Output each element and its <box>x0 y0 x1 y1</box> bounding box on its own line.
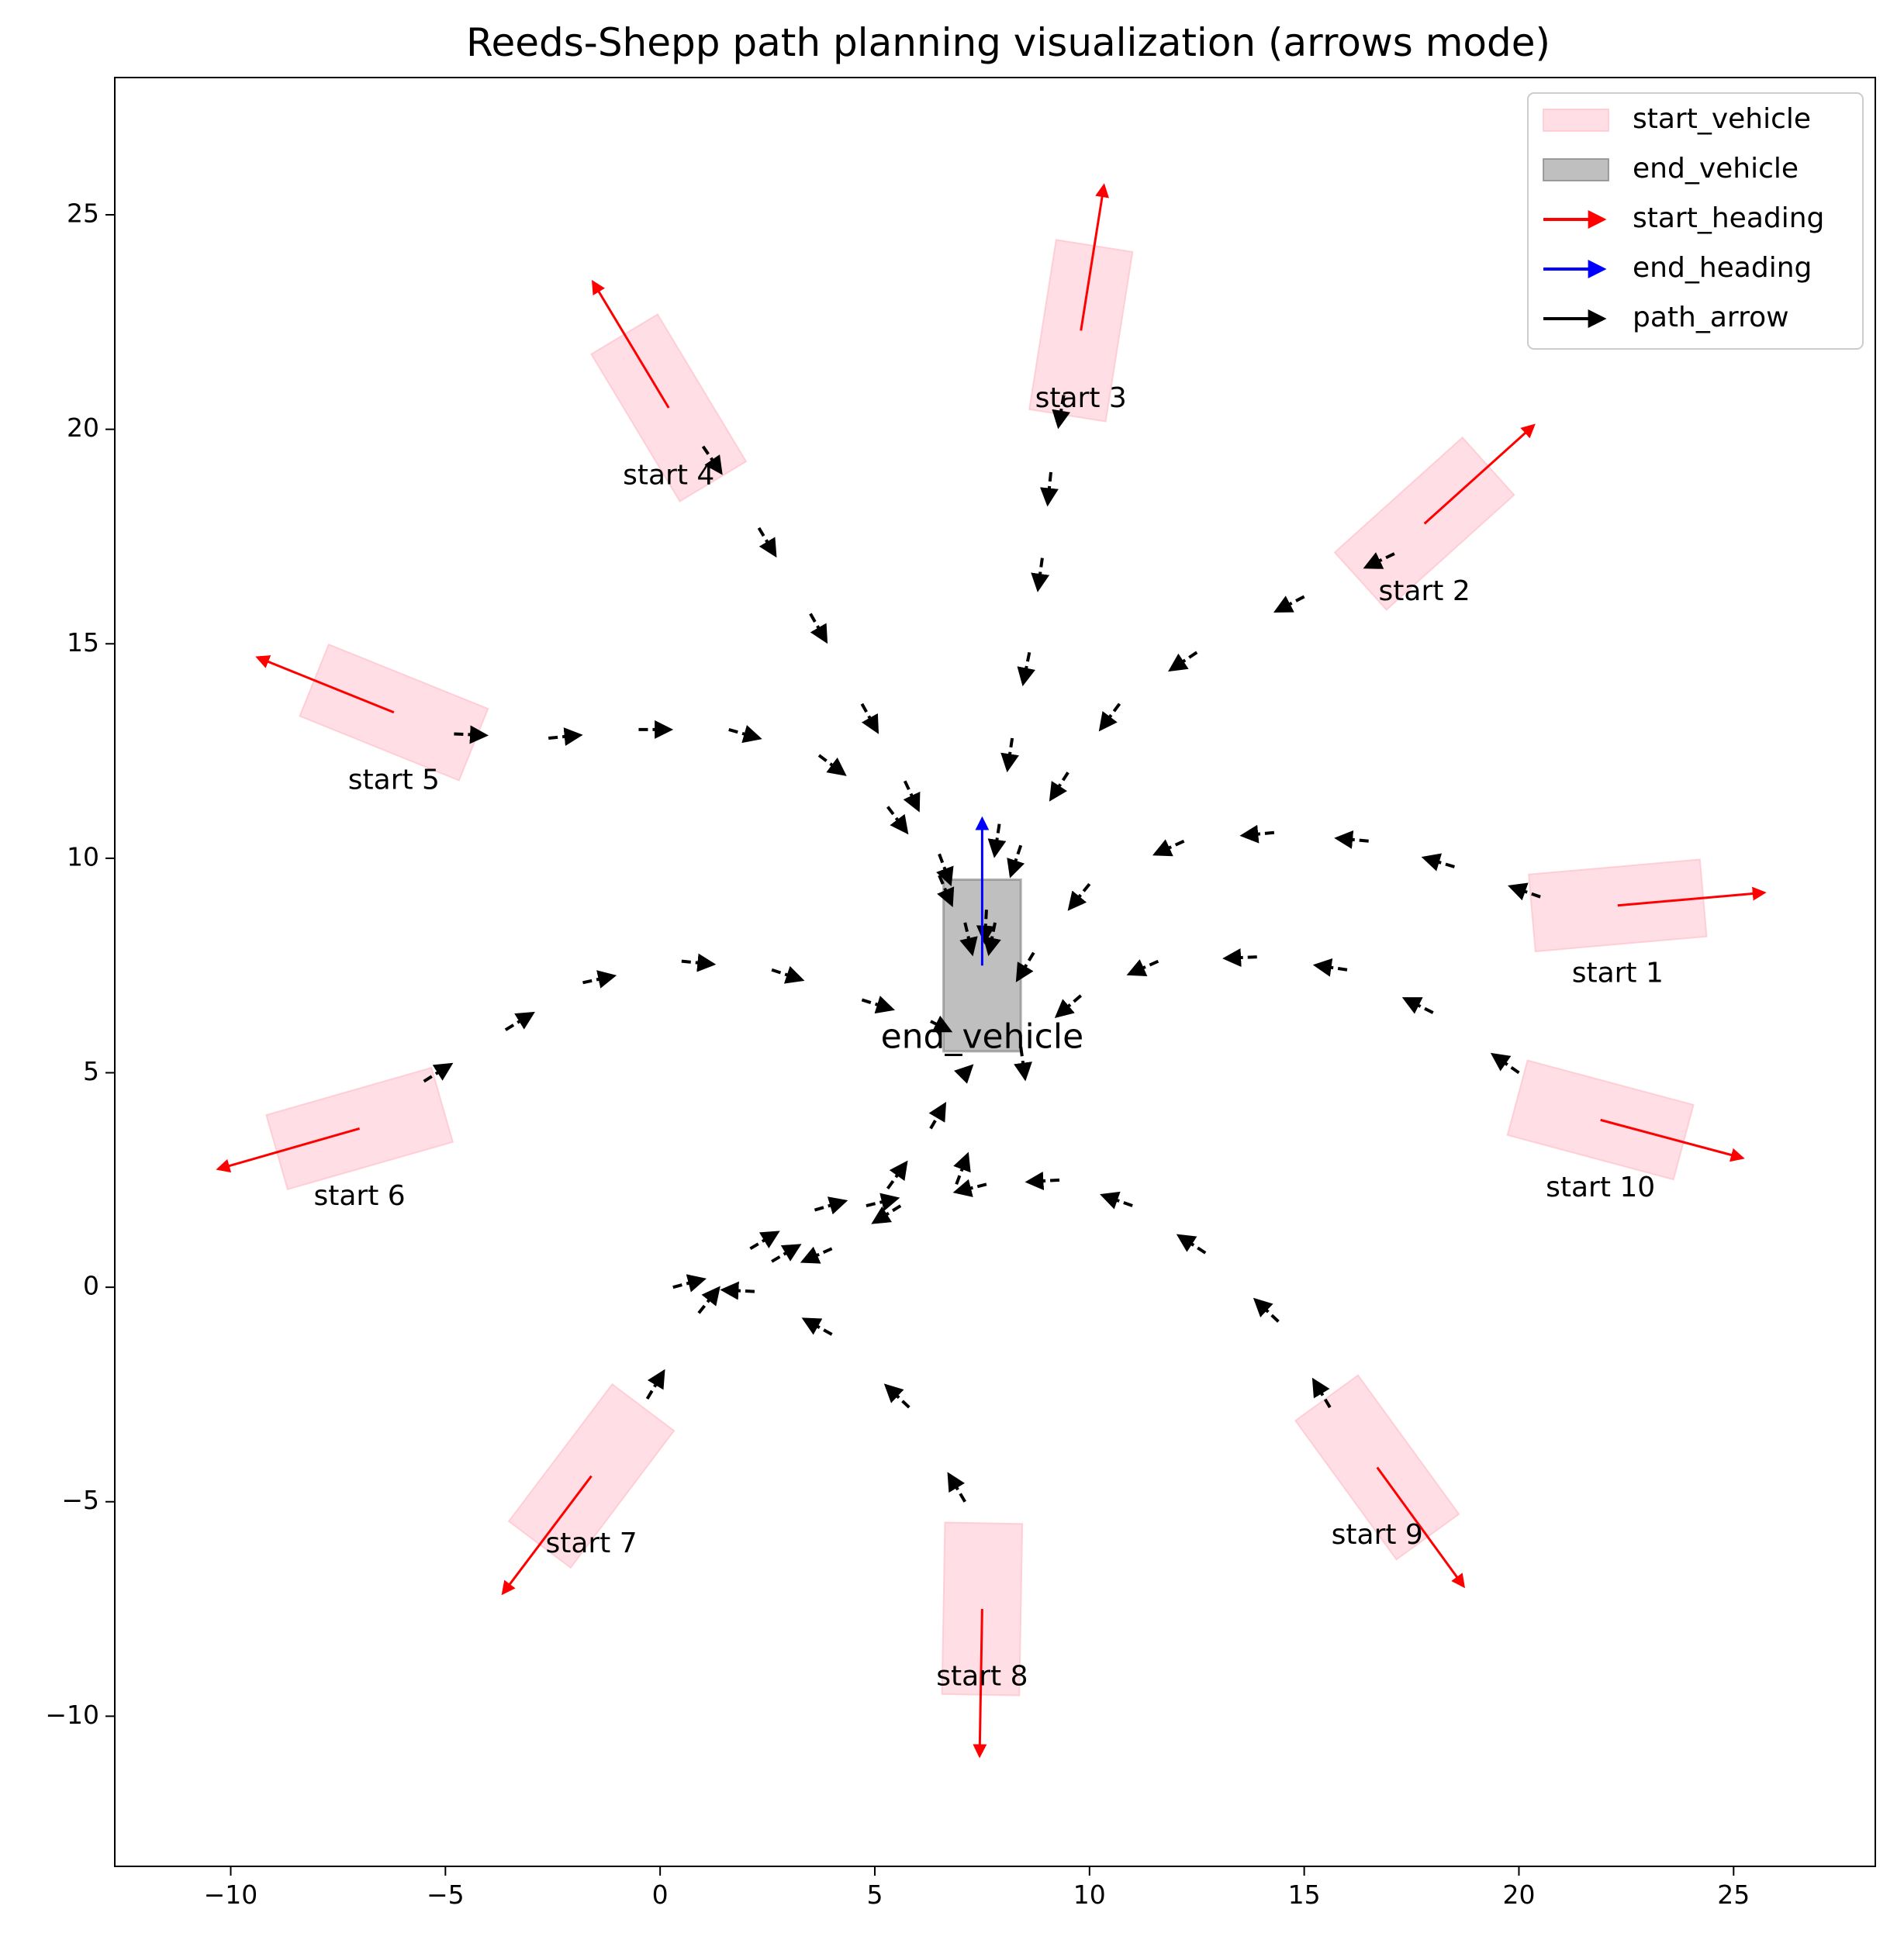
start-label-10: start 10 <box>1546 1172 1655 1203</box>
y-tick-label: −5 <box>61 1485 99 1515</box>
x-axis: −10 −5 0 5 10 15 20 25 <box>204 1866 1750 1910</box>
path-arrow <box>986 910 987 927</box>
legend-label-path_arrow: path_arrow <box>1633 302 1789 333</box>
x-tick-label: 0 <box>652 1880 669 1910</box>
y-tick-label: 10 <box>67 841 99 872</box>
start-label-1: start 1 <box>1572 957 1664 989</box>
y-tick-label: 20 <box>67 413 99 443</box>
y-axis: −10 −5 0 5 10 15 20 25 <box>45 198 115 1730</box>
y-tick-label: 15 <box>67 627 99 658</box>
start-label-2: start 2 <box>1379 575 1470 607</box>
start-label-4: start 4 <box>623 460 714 492</box>
chart-title: Reeds-Shepp path planning visualization … <box>466 20 1550 65</box>
x-tick-label: 10 <box>1073 1880 1106 1910</box>
path-arrow <box>1256 833 1274 834</box>
y-tick-label: 0 <box>83 1271 99 1301</box>
start-label-9: start 9 <box>1332 1519 1423 1551</box>
legend-label-end_heading: end_heading <box>1633 252 1812 284</box>
path-arrow <box>1239 957 1257 958</box>
legend-swatch-start_vehicle <box>1543 109 1609 131</box>
start-label-7: start 7 <box>545 1528 637 1559</box>
x-tick-label: 5 <box>866 1880 883 1910</box>
legend-label-start_heading: start_heading <box>1633 202 1824 234</box>
start-label-5: start 5 <box>348 764 440 796</box>
end-vehicle-label: end_vehicle <box>881 1017 1084 1056</box>
y-tick-label: 5 <box>83 1056 99 1086</box>
x-tick-label: −5 <box>427 1880 465 1910</box>
start-label-8: start 8 <box>936 1661 1028 1693</box>
start-vehicle-box-1 <box>1529 860 1706 951</box>
legend-label-start_vehicle: start_vehicle <box>1633 103 1811 135</box>
path-arrow <box>1049 472 1051 490</box>
path-arrow <box>682 961 700 963</box>
legend-swatch-end_vehicle <box>1543 159 1609 181</box>
path-arrow <box>1042 1180 1059 1181</box>
legend: start_vehicle end_vehicle start_headingend… <box>1528 93 1863 349</box>
path-arrow <box>737 1290 755 1291</box>
x-tick-label: 20 <box>1502 1880 1535 1910</box>
y-tick-label: −10 <box>45 1700 99 1730</box>
legend-label-end_vehicle: end_vehicle <box>1633 153 1799 185</box>
start-label-6: start 6 <box>313 1180 405 1212</box>
x-tick-label: −10 <box>204 1880 258 1910</box>
x-tick-label: 25 <box>1717 1880 1750 1910</box>
start-label-3: start 3 <box>1035 382 1127 414</box>
path-arrow <box>548 737 566 738</box>
path-arrow <box>961 1076 962 1077</box>
x-tick-label: 15 <box>1288 1880 1321 1910</box>
y-tick-label: 25 <box>67 198 99 229</box>
path-arrow <box>1351 840 1369 841</box>
